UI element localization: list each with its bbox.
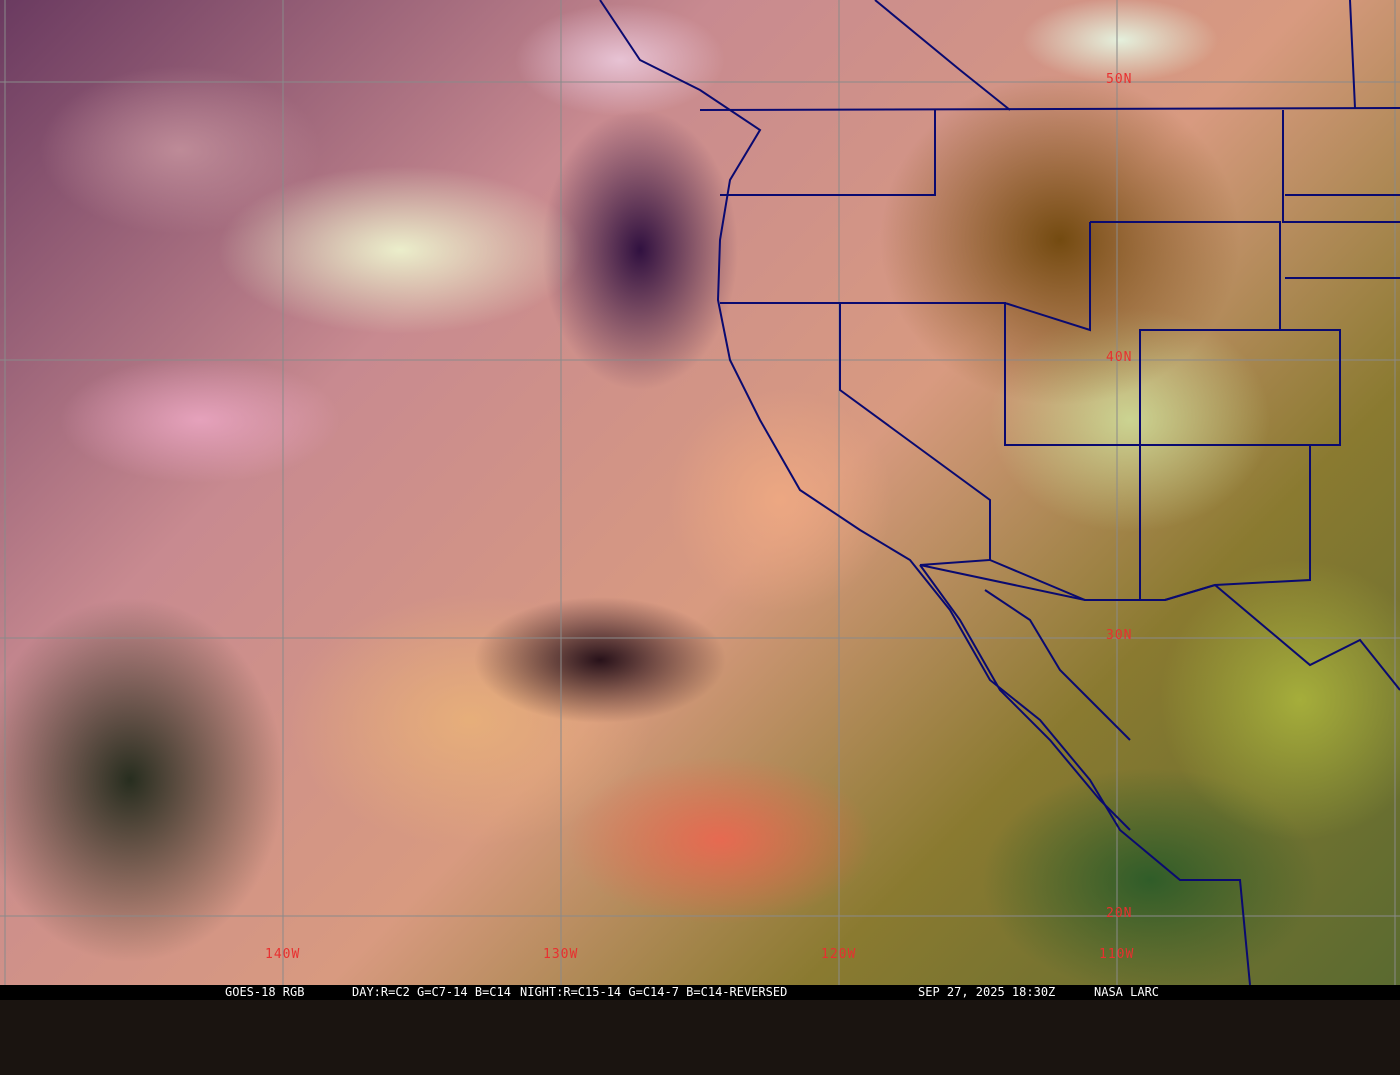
lat-label-20n: 20N [1106,906,1133,921]
lat-label-40n: 40N [1106,350,1133,365]
caption-source: NASA LARC [1094,985,1160,999]
us-mexico-border [919,564,1400,691]
political-boundaries [599,0,1400,985]
lat-label-30n: 30N [1106,628,1133,643]
lon-label-130w: 130W [543,947,579,962]
lat-lon-grid [0,0,1400,985]
coastline [599,0,1251,985]
baja-coast [919,564,1131,831]
state-borders [720,110,1400,601]
lon-label-110w: 110W [1099,947,1135,962]
caption-day-channels: DAY:R=C2 G=C7-14 B=C14 [352,985,511,999]
lat-label-50n: 50N [1106,72,1133,87]
canada-us-border [699,107,1400,111]
lon-label-120w: 120W [821,947,857,962]
caption-datetime: SEP 27, 2025 18:30Z [918,985,1056,999]
image-caption-bar: GOES-18 RGB DAY:R=C2 G=C7-14 B=C14 NIGHT… [0,985,1400,1000]
satellite-image [0,0,1400,985]
gulf-of-california [984,589,1131,741]
canada-province-border [874,0,1356,111]
lon-label-140w: 140W [265,947,301,962]
caption-night-channels: NIGHT:R=C15-14 G=C14-7 B=C14-REVERSED [520,985,788,999]
map-overlay [0,0,1400,985]
caption-satellite: GOES-18 RGB [225,985,305,999]
